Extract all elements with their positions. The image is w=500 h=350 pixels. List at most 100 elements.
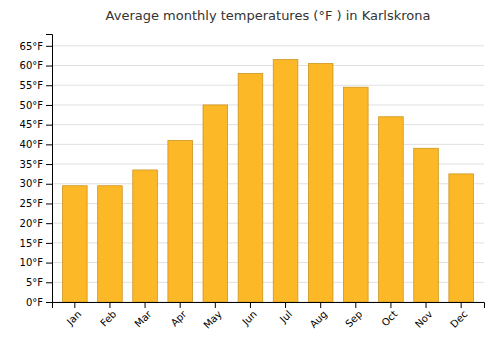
y-tick-mark [46, 125, 52, 126]
x-tick-label: Jul [277, 308, 294, 325]
x-tick-mark [390, 302, 391, 308]
y-tick-mark [46, 203, 52, 204]
y-tick: 0°F [26, 297, 52, 308]
x-tick-label: Apr [169, 308, 190, 329]
x-tick-label: Mar [132, 308, 154, 330]
y-tick-mark [46, 46, 52, 47]
x-tick: Dec [448, 302, 469, 330]
x-tick-label: Nov [413, 308, 435, 330]
y-tick-label: 5°F [26, 277, 43, 288]
y-tick-mark [46, 144, 52, 145]
x-tick-mark [250, 302, 251, 308]
x-tick-label: May [201, 308, 223, 330]
x-tick-label: Feb [98, 308, 118, 328]
grid-line [52, 104, 484, 105]
x-tick: Oct [379, 302, 399, 328]
y-tick-mark [46, 164, 52, 165]
y-tick: 45°F [20, 119, 52, 130]
bar [63, 186, 88, 302]
y-tick: 55°F [20, 80, 52, 91]
grid [52, 46, 484, 302]
y-tick-label: 15°F [20, 238, 44, 249]
x-tick-mark [426, 302, 427, 308]
bar [308, 64, 333, 302]
y-tick: 10°F [20, 257, 52, 268]
y-tick-mark [46, 302, 52, 303]
x-tick: Sep [343, 302, 364, 329]
y-tick-label: 40°F [20, 139, 44, 150]
x-axis: Jan Feb Mar Apr May Jun Jul Aug Sep Oct Nov Dec [53, 302, 485, 331]
y-tick-label: 0°F [26, 297, 43, 308]
y-tick: 35°F [20, 159, 52, 170]
bar [238, 73, 263, 302]
x-tick: May [201, 302, 223, 331]
bar [273, 60, 298, 302]
y-axis-line [46, 35, 53, 303]
y-tick-mark [46, 105, 52, 106]
y-tick: 60°F [20, 60, 52, 71]
y-tick-label: 35°F [20, 159, 44, 170]
y-tick: 30°F [20, 178, 52, 189]
x-tick-mark [109, 302, 110, 308]
y-tick-mark [46, 243, 52, 244]
x-tick-label: Jan [64, 308, 83, 327]
title: Average monthly temperatures (°F ) in Ka… [106, 8, 431, 23]
bar [98, 186, 123, 302]
x-tick-label: Sep [343, 308, 364, 329]
bar [133, 170, 158, 302]
bar [203, 105, 228, 302]
x-axis-line [53, 303, 485, 309]
x-tick-label: Oct [379, 308, 399, 328]
bar [449, 174, 474, 302]
y-tick-label: 50°F [20, 100, 44, 111]
grid-line [52, 65, 484, 66]
x-tick-mark [320, 302, 321, 308]
x-tick-mark [145, 302, 146, 308]
bar [379, 117, 404, 302]
x-tick-mark [461, 302, 462, 308]
y-tick: 40°F [20, 139, 52, 150]
x-tick: Feb [98, 302, 118, 329]
x-tick: Jan [64, 302, 83, 328]
x-tick-mark [285, 302, 286, 308]
x-tick-mark [74, 302, 75, 308]
y-tick-mark [46, 282, 52, 283]
y-tick: 65°F [20, 41, 52, 52]
y-tick-label: 60°F [20, 60, 44, 71]
x-tick-mark [180, 302, 181, 308]
bars [63, 60, 474, 302]
y-tick: 50°F [20, 100, 52, 111]
y-tick-label: 25°F [20, 198, 44, 209]
y-tick-mark [46, 66, 52, 67]
grid-line [52, 144, 484, 145]
y-tick-mark [46, 184, 52, 185]
x-tick-mark [215, 302, 216, 308]
x-tick: Nov [413, 302, 435, 330]
y-tick-label: 55°F [20, 80, 44, 91]
bar [344, 87, 369, 302]
x-tick: Apr [169, 302, 190, 328]
grid-line [52, 124, 484, 125]
x-tick-label: Jun [239, 308, 259, 328]
bar [414, 148, 439, 302]
x-tick-mark [355, 302, 356, 308]
bar [168, 140, 193, 302]
x-tick: Aug [308, 302, 330, 330]
x-tick: Jun [239, 302, 259, 328]
y-tick-label: 10°F [20, 257, 44, 268]
y-tick-label: 65°F [20, 41, 44, 52]
x-tick: Mar [132, 302, 154, 329]
y-tick-label: 30°F [20, 178, 44, 189]
y-tick: 5°F [26, 277, 52, 288]
grid-line [52, 85, 484, 86]
x-tick-label: Aug [308, 308, 330, 330]
x-tick-label: Dec [448, 308, 469, 329]
y-tick: 25°F [20, 198, 52, 209]
y-tick: 20°F [20, 218, 52, 229]
y-tick-label: 45°F [20, 119, 44, 130]
y-tick-mark [46, 85, 52, 86]
chart: 0°F 5°F 10°F 15°F 20°F 25°F 30°F 35°F 40°F 45°F 50… [0, 0, 500, 350]
y-tick: 15°F [20, 238, 52, 249]
plot-area: 0°F 5°F 10°F 15°F 20°F 25°F 30°F 35°F 40°F 45°F 50… [20, 35, 485, 331]
y-axis: 0°F 5°F 10°F 15°F 20°F 25°F 30°F 35°F 40°F 45°F 50… [20, 35, 53, 308]
